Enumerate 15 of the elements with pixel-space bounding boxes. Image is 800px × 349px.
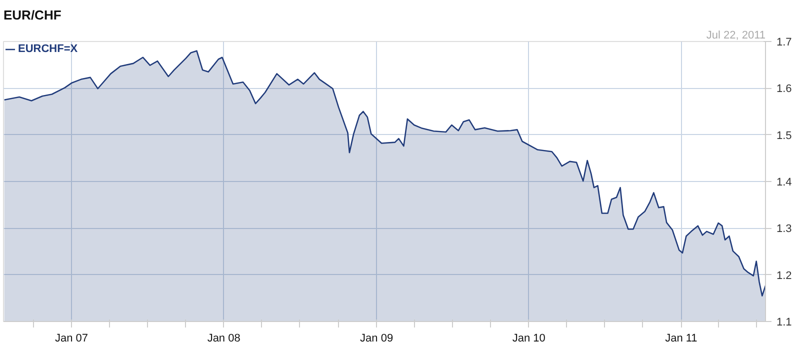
chart-title: EUR/CHF <box>4 8 62 22</box>
y-tick-label: 1.7 <box>776 36 792 48</box>
text: Jul 22, 2011 <box>706 30 766 42</box>
x-tick-label: Jan 09 <box>360 332 394 344</box>
x-tick-label: Jan 08 <box>207 332 240 344</box>
y-tick-label: 1.1 <box>776 316 792 328</box>
y-tick-label: 1.3 <box>776 223 792 236</box>
x-tick-label: Jan 07 <box>55 332 88 344</box>
y-tick-label: 1.2 <box>776 270 792 282</box>
y-tick-label: 1.6 <box>776 83 792 96</box>
x-tick-label: Jan 10 <box>512 332 546 344</box>
legend-label: EURCHF=X <box>18 43 78 55</box>
x-tick-label: Jan 11 <box>665 332 698 344</box>
y-tick-label: 1.5 <box>776 130 792 142</box>
y-tick-label: 1.4 <box>776 176 792 188</box>
